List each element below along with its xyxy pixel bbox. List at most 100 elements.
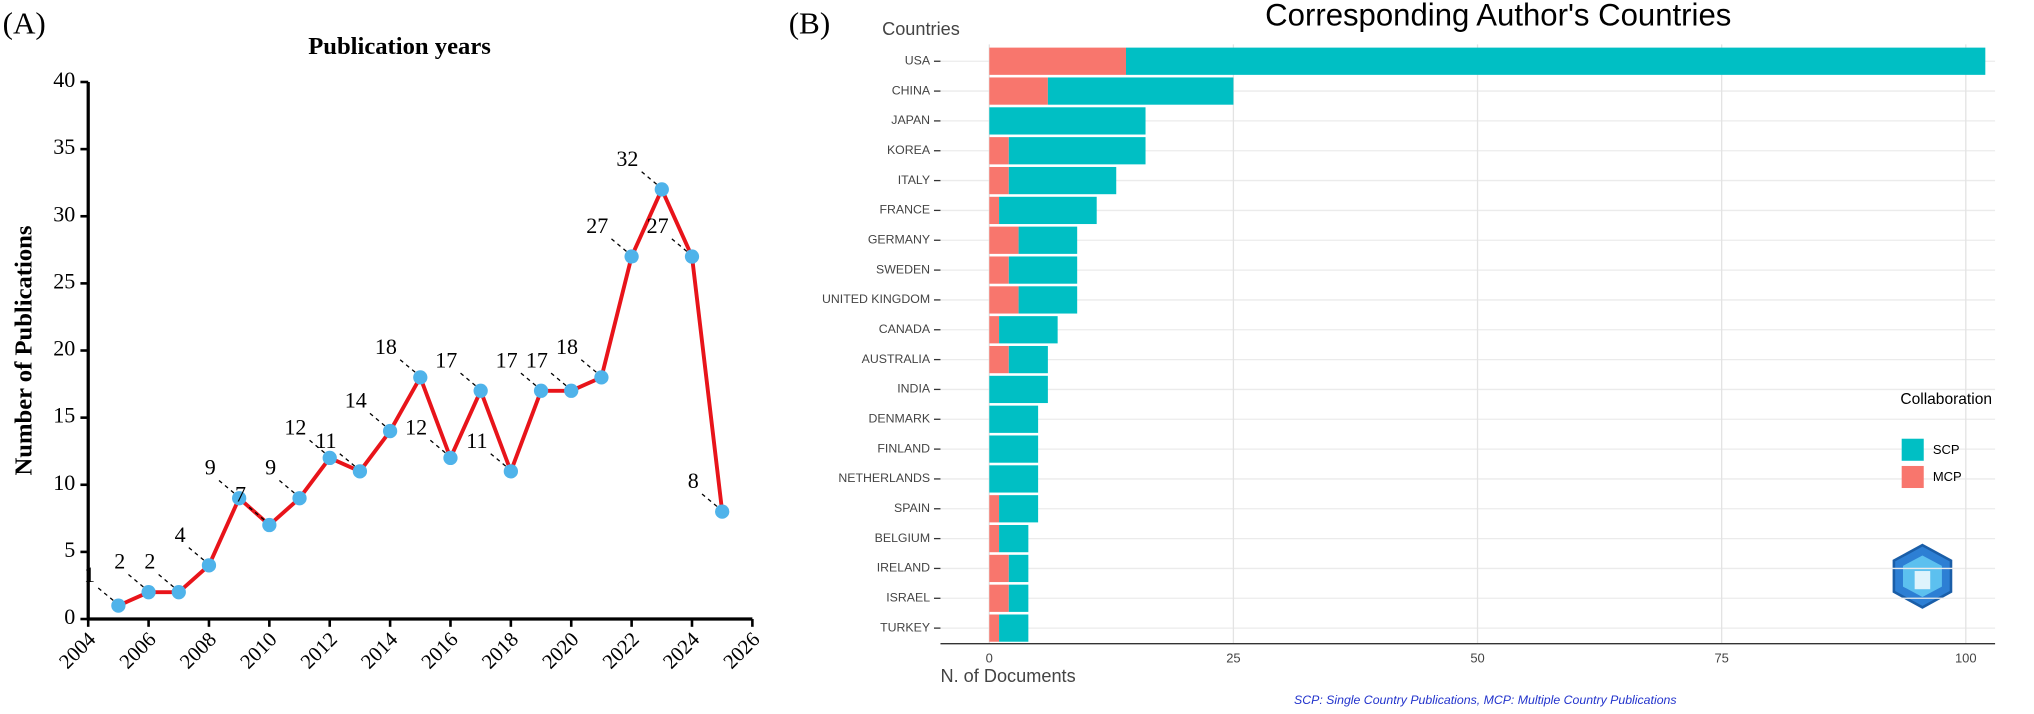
data-label: 18 [556,334,578,359]
y-tick-label: 5 [64,537,75,562]
bar [989,614,1000,642]
panel-label: (B) [789,5,831,40]
x-tick-label: 75 [1714,651,1728,666]
bar [989,166,1009,195]
bar [1008,137,1146,165]
y-tick-label: TURKEY [880,620,930,634]
y-tick-label: CANADA [879,322,931,336]
x-tick-label: 2010 [237,629,282,674]
bar [989,286,1019,314]
data-label: 4 [175,522,186,547]
y-tick-label: BELGIUM [875,531,930,545]
y-tick-label: IRELAND [877,561,930,575]
bar [989,554,1009,583]
point [111,598,126,613]
logo [1892,543,1953,609]
label-leader [97,586,114,601]
point [292,491,307,506]
y-tick-label: NETHERLANDS [838,471,930,485]
y-tick-label: ITALY [898,173,930,187]
data-label: 17 [435,347,457,372]
label-leader [670,237,688,252]
bar [1018,286,1078,314]
legend-label: SCP [1933,442,1960,457]
data-label: 12 [284,414,306,439]
point [715,504,730,519]
bar [999,316,1058,344]
label-leader [127,573,144,588]
data-label: 9 [265,455,276,480]
bar [1047,77,1234,105]
y-tick-label: FRANCE [879,203,930,217]
label-leader [580,358,597,373]
bar [989,256,1009,284]
x-tick-label: 2008 [176,629,221,674]
x-tick-label: 2020 [538,629,583,674]
data-label: 27 [647,213,669,238]
x-tick-label: 25 [1226,651,1240,666]
point [594,370,609,385]
point [684,249,700,264]
data-label: 2 [114,549,125,574]
bar [989,495,1000,523]
label-leader [399,358,416,373]
x-tick-label: 2014 [357,628,402,673]
bar [999,495,1039,523]
point [624,249,639,264]
label-leader [338,452,356,467]
label-leader [308,439,325,454]
bar [989,137,1009,165]
y-tick-label: AUSTRALIA [862,352,931,366]
point [443,450,458,466]
y-tick-label: UNITED KINGDOM [822,292,930,306]
label-leader [519,372,537,387]
y-tick-label: INDIA [897,382,931,396]
point [503,464,518,479]
data-label: 8 [688,468,699,493]
x-tick-label: 2012 [297,629,342,674]
y-tick-label: FINLAND [877,441,930,455]
point [201,558,217,573]
y-axis-title: Countries [882,19,960,39]
label-leader [368,412,386,427]
bar [1008,256,1078,284]
bar [999,524,1029,553]
point [473,383,488,398]
y-tick-label: JAPAN [891,113,930,127]
point [654,182,669,197]
data-label: 7 [235,482,246,507]
point [171,585,186,600]
bar [989,524,1000,553]
y-tick-label: 10 [53,470,75,495]
y-tick-label: 25 [53,268,75,293]
label-leader [429,439,446,454]
label-leader [278,479,295,494]
legend-label: MCP [1933,469,1962,484]
legend-swatch [1901,438,1924,461]
y-tick-label: 30 [53,201,75,226]
point [564,383,579,398]
point [352,464,368,479]
bar [989,584,1009,612]
point [141,585,156,600]
data-label: 17 [496,347,518,372]
data-label: 14 [345,388,367,413]
x-tick-label: 100 [1955,651,1977,666]
label-leader [217,479,235,494]
data-label: 2 [144,549,155,574]
bar [989,226,1019,254]
label-leader [550,372,567,387]
label-leader [157,573,175,588]
bar [1008,345,1048,374]
label-leader [640,170,658,185]
bar [989,316,1000,344]
label-leader [489,452,507,467]
x-tick-label: 0 [986,651,993,666]
x-tick-label: 50 [1470,651,1484,666]
data-label: 12 [405,414,427,439]
label-leader [248,506,265,521]
bar [999,196,1097,225]
bar [989,345,1009,374]
bar [989,465,1039,493]
bar [1126,47,1986,75]
